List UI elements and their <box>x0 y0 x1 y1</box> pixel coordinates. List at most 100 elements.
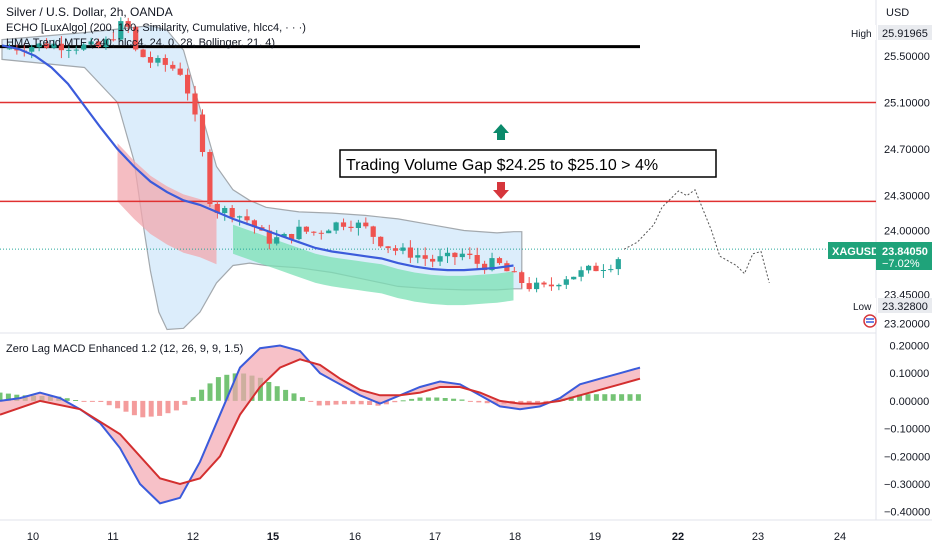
candle[interactable] <box>95 38 102 49</box>
candle-body <box>155 58 161 63</box>
candle[interactable] <box>444 247 451 263</box>
candle[interactable] <box>303 226 309 234</box>
candle[interactable] <box>207 149 213 207</box>
candle[interactable] <box>192 85 198 122</box>
macd-axis[interactable]: 0.20000 0.10000 0.00000 −0.10000 −0.20000 −… <box>884 341 930 519</box>
candle[interactable] <box>519 270 525 289</box>
candle[interactable] <box>422 247 428 267</box>
candle[interactable] <box>430 254 436 268</box>
candle[interactable] <box>415 247 421 264</box>
candle-body <box>437 256 443 262</box>
candle[interactable] <box>340 218 347 231</box>
candle[interactable] <box>467 247 473 260</box>
candle[interactable] <box>541 281 547 288</box>
candle[interactable] <box>318 230 324 240</box>
candle[interactable] <box>147 51 154 69</box>
candle[interactable] <box>51 39 57 50</box>
candle[interactable] <box>600 264 606 278</box>
macd-tick-label: 0.00000 <box>884 396 929 408</box>
candle[interactable] <box>222 205 228 221</box>
candle[interactable] <box>407 240 413 264</box>
candle[interactable] <box>370 225 376 245</box>
candle[interactable] <box>244 209 250 226</box>
candle[interactable] <box>66 46 72 58</box>
candle[interactable] <box>586 264 592 274</box>
macd-histogram-bar <box>585 394 591 401</box>
candle-body <box>192 93 198 115</box>
candle[interactable] <box>125 17 131 34</box>
price-axis[interactable]: USD 25.50000 25.10000 24.70000 24.30000 24.0… <box>828 7 932 331</box>
candle[interactable] <box>185 68 191 101</box>
macd-histogram-bar <box>619 394 625 401</box>
candle[interactable] <box>548 277 554 291</box>
candle[interactable] <box>363 217 369 229</box>
macd-title[interactable]: Zero Lag MACD Enhanced 1.2 (12, 26, 9, 9… <box>6 343 243 355</box>
candle[interactable] <box>266 224 272 250</box>
candle[interactable] <box>437 248 443 267</box>
price-tick-label: 24.30000 <box>884 191 930 203</box>
candle[interactable] <box>133 25 139 52</box>
candle[interactable] <box>496 256 503 265</box>
macd-tick-label: −0.40000 <box>884 507 930 519</box>
macd-histogram-bar <box>635 394 641 401</box>
macd-histogram-bar <box>451 398 457 401</box>
candle[interactable] <box>110 31 116 42</box>
candle[interactable] <box>511 267 517 273</box>
candle[interactable] <box>118 17 124 42</box>
candle[interactable] <box>392 245 399 256</box>
candle[interactable] <box>378 236 384 248</box>
candle[interactable] <box>355 219 361 236</box>
macd-histogram-bar <box>417 397 423 401</box>
indicator-echo-label[interactable]: ECHO [LuxAlgo] (200, 100, Similarity, Cu… <box>6 22 306 34</box>
candle[interactable] <box>140 48 146 58</box>
candle[interactable] <box>81 42 87 51</box>
candle[interactable] <box>385 246 391 254</box>
candle[interactable] <box>162 54 168 72</box>
candle[interactable] <box>199 109 206 157</box>
high-label-box <box>846 25 876 40</box>
candle[interactable] <box>155 55 161 67</box>
candle[interactable] <box>474 247 480 270</box>
price-pane[interactable]: Trading Volume Gap $24.25 to $25.10 > 4% <box>0 17 876 331</box>
candle-body <box>482 263 488 271</box>
candle[interactable] <box>534 277 540 293</box>
candle[interactable] <box>608 264 614 273</box>
candle[interactable] <box>311 231 317 236</box>
candle[interactable] <box>578 266 584 282</box>
candle[interactable] <box>88 37 94 47</box>
candle[interactable] <box>58 36 64 59</box>
candle[interactable] <box>571 276 577 280</box>
candle[interactable] <box>348 220 354 232</box>
candle[interactable] <box>556 283 562 291</box>
candle[interactable] <box>170 61 176 71</box>
candle[interactable] <box>274 230 280 246</box>
symbol-badge[interactable] <box>828 242 876 259</box>
candle[interactable] <box>44 38 50 50</box>
candle[interactable] <box>459 248 465 261</box>
candle[interactable] <box>615 257 621 276</box>
candle[interactable] <box>177 62 183 76</box>
macd-pane[interactable] <box>0 344 641 505</box>
candle[interactable] <box>36 42 42 52</box>
candle[interactable] <box>400 243 406 255</box>
candle[interactable] <box>214 200 220 219</box>
candle[interactable] <box>296 219 302 241</box>
candle[interactable] <box>29 44 35 59</box>
candle[interactable] <box>333 221 339 234</box>
last-price-badge[interactable] <box>876 242 932 270</box>
candle[interactable] <box>452 252 458 266</box>
candle[interactable] <box>73 46 79 55</box>
candle[interactable] <box>593 262 599 272</box>
candle[interactable] <box>326 229 332 234</box>
annotation-box[interactable] <box>339 149 717 178</box>
candle-body <box>229 208 235 218</box>
candle[interactable] <box>563 276 569 290</box>
candle[interactable] <box>103 36 109 50</box>
flag-icon[interactable] <box>863 314 877 328</box>
candle[interactable] <box>526 277 532 292</box>
time-axis[interactable]: 10 11 12 15 16 17 18 19 22 23 24 <box>27 531 846 543</box>
indicator-hma-label[interactable]: HMA Trend MTF (240, hlcc4, 24, 0, 28, Bo… <box>6 37 275 49</box>
candle[interactable] <box>482 260 488 274</box>
